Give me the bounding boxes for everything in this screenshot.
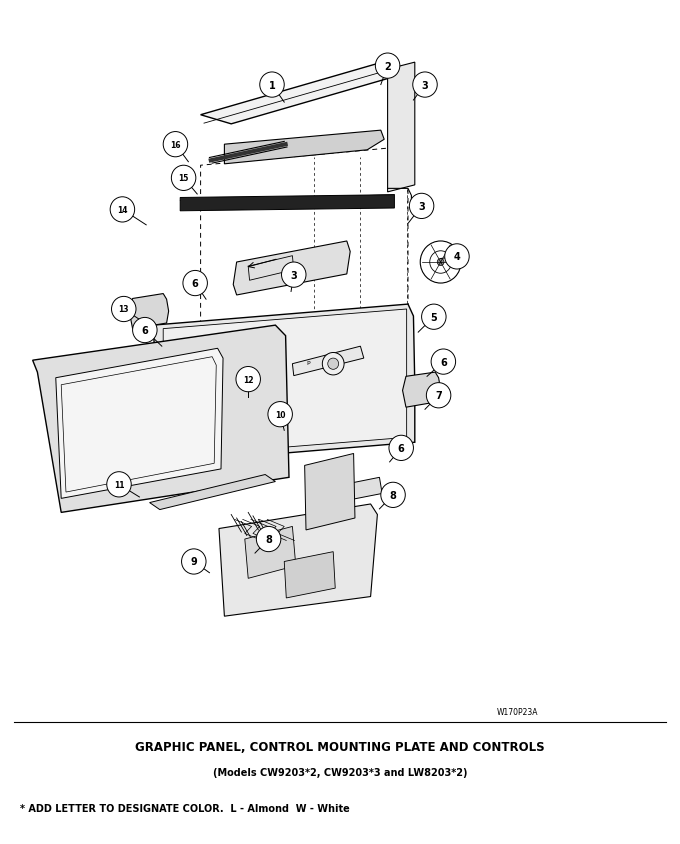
Polygon shape [201,64,408,125]
Circle shape [256,527,281,552]
Polygon shape [33,326,289,513]
Circle shape [426,383,451,408]
Text: 2: 2 [384,62,391,72]
Circle shape [445,245,469,270]
Circle shape [107,472,131,497]
Text: 8: 8 [390,490,396,500]
Polygon shape [56,349,223,499]
Text: 3: 3 [290,270,297,280]
Text: W170P23A: W170P23A [496,707,538,717]
Text: 7: 7 [435,391,442,401]
Text: 12: 12 [243,376,254,384]
Circle shape [236,367,260,392]
Circle shape [437,259,444,266]
Text: 14: 14 [117,206,128,214]
Text: 11: 11 [114,480,124,490]
Text: 4: 4 [454,252,460,262]
Circle shape [183,271,207,296]
Circle shape [409,194,434,219]
Circle shape [389,436,413,461]
Polygon shape [180,196,394,212]
Polygon shape [305,454,355,530]
Circle shape [431,349,456,375]
Circle shape [133,318,157,344]
Polygon shape [245,527,296,579]
Polygon shape [292,347,364,376]
Circle shape [422,305,446,330]
Text: 6: 6 [192,279,199,289]
Text: 3: 3 [422,80,428,90]
Circle shape [260,73,284,98]
Text: 1: 1 [269,80,275,90]
Text: 6: 6 [141,326,148,336]
Circle shape [163,133,188,158]
Circle shape [171,166,196,192]
Circle shape [328,359,339,370]
Polygon shape [224,131,384,165]
Circle shape [282,262,306,288]
Text: * ADD LETTER TO DESIGNATE COLOR.  L - Almond  W - White: * ADD LETTER TO DESIGNATE COLOR. L - Alm… [20,803,350,813]
Text: 6: 6 [398,443,405,453]
Circle shape [381,483,405,508]
Text: 6: 6 [440,357,447,367]
Circle shape [322,353,344,376]
Text: 3: 3 [418,202,425,212]
Text: 8: 8 [265,534,272,544]
Text: 10: 10 [275,410,286,419]
Polygon shape [163,310,407,457]
Polygon shape [153,305,415,463]
Polygon shape [219,505,377,616]
Polygon shape [129,295,169,329]
Polygon shape [388,63,415,192]
Text: GRAPHIC PANEL, CONTROL MOUNTING PLATE AND CONTROLS: GRAPHIC PANEL, CONTROL MOUNTING PLATE AN… [135,740,545,753]
Text: 5: 5 [430,312,437,322]
Circle shape [112,297,136,322]
Text: 15: 15 [178,174,189,183]
Text: P: P [306,360,310,365]
Circle shape [182,549,206,575]
Circle shape [268,402,292,427]
Polygon shape [233,241,350,295]
Circle shape [375,54,400,79]
Circle shape [413,73,437,98]
Polygon shape [150,475,275,510]
Text: 16: 16 [170,140,181,149]
Polygon shape [309,478,382,507]
Polygon shape [403,373,441,408]
Text: 9: 9 [190,557,197,567]
Text: 13: 13 [118,306,129,314]
Text: (Models CW9203*2, CW9203*3 and LW8203*2): (Models CW9203*2, CW9203*3 and LW8203*2) [213,767,467,777]
Polygon shape [284,552,335,598]
Circle shape [110,197,135,223]
